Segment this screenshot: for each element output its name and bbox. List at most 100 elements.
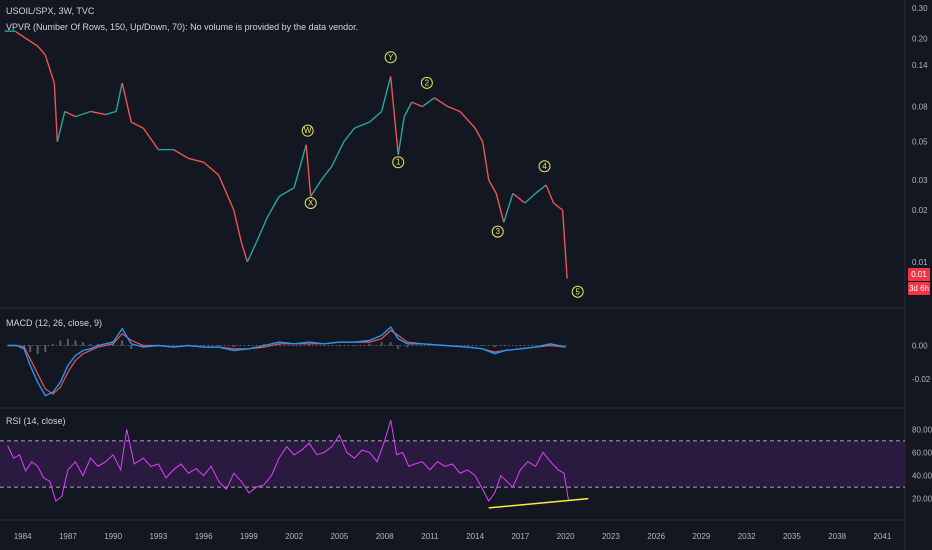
wave-label: 2 [420, 76, 433, 89]
macd-histogram-bar [23, 345, 26, 348]
rsi-tick-label: 80.00 [912, 425, 932, 434]
wave-label-circle [384, 51, 397, 64]
time-tick-label: 1999 [240, 532, 258, 541]
macd-histogram-bar [97, 343, 100, 346]
macd-line [7, 326, 566, 397]
time-axis[interactable]: 1984 1987 1990 1993 1996 1999 2002 2005 2008 2011… [14, 532, 892, 541]
macd-histogram-bar [36, 345, 39, 354]
time-tick-label: 2005 [330, 532, 348, 541]
wave-label-circle [304, 197, 317, 210]
rsi-trendline[interactable] [488, 497, 589, 509]
time-tick-label: 2032 [738, 532, 756, 541]
price-tick-label: 0.30 [912, 4, 928, 13]
price-segment [380, 76, 392, 112]
macd-series [6, 326, 567, 397]
wave-label-text: W [304, 126, 312, 135]
price-segment [75, 110, 91, 118]
macd-histogram-bar [353, 345, 356, 346]
time-tick-label: 2038 [828, 532, 846, 541]
price-segment [434, 97, 449, 108]
price-segment [278, 187, 295, 198]
price-tick-label: 0.08 [912, 103, 928, 112]
macd-histogram-bar [74, 340, 77, 346]
price-segment [173, 148, 189, 160]
macd-histogram-bar [368, 343, 371, 346]
macd-histogram-bar [293, 345, 296, 346]
price-segment [64, 110, 76, 118]
macd-histogram-bar [519, 345, 522, 346]
price-segment [369, 110, 383, 123]
time-tick-label: 1993 [149, 532, 167, 541]
macd-histogram-bar [389, 342, 392, 346]
price-segment [25, 37, 39, 47]
price-series [4, 30, 568, 279]
wave-label-circle [491, 225, 504, 238]
macd-tick-label: -0.02 [912, 375, 931, 384]
bar-countdown: 3d 6h [909, 284, 929, 293]
macd-histogram-bar [338, 345, 341, 346]
price-segment [53, 82, 59, 142]
macd-histogram-bar [247, 345, 250, 346]
macd-histogram-bar [549, 343, 552, 346]
macd-histogram-bar [130, 345, 133, 349]
time-tick-label: 2041 [873, 532, 891, 541]
price-segment [246, 241, 258, 263]
macd-histogram-bar [44, 345, 47, 353]
price-segment [535, 184, 547, 195]
time-tick-label: 1984 [14, 532, 32, 541]
rsi-axis[interactable]: 80.00 60.00 40.00 20.00 [912, 425, 932, 503]
macd-histogram-bar [172, 345, 175, 346]
vpvr-legend[interactable]: VPVR (Number Of Rows, 150, Up/Down, 70):… [6, 22, 358, 32]
wave-label-text: 4 [542, 162, 547, 171]
macd-histogram-bar [121, 340, 124, 346]
price-segment [561, 210, 568, 279]
wave-label: 3 [491, 225, 504, 238]
price-segment [14, 30, 27, 39]
price-segment [459, 111, 476, 129]
macd-histogram-bar [29, 345, 32, 353]
countdown-badge [908, 282, 930, 295]
macd-histogram-bar [397, 345, 400, 349]
macd-histogram-bar [278, 343, 281, 346]
price-axis[interactable]: 0.30 0.20 0.14 0.08 0.05 0.03 0.02 0.01 [912, 4, 928, 267]
macd-tick-label: 0.00 [912, 341, 928, 350]
macd-histogram-bar [504, 345, 507, 346]
price-segment [37, 45, 46, 56]
price-segment [481, 141, 490, 180]
price-tick-label: 0.01 [912, 258, 928, 267]
price-segment [354, 121, 370, 129]
time-tick-label: 2002 [285, 532, 303, 541]
price-tick-label: 0.05 [912, 138, 928, 147]
wave-label-text: 2 [425, 78, 430, 87]
price-segment [447, 106, 461, 113]
wave-label-text: 3 [496, 227, 501, 236]
macd-histogram-bar [466, 345, 469, 346]
time-tick-label: 2026 [647, 532, 665, 541]
macd-histogram-bar [112, 343, 115, 346]
macd-histogram-bar [89, 343, 92, 346]
price-segment [90, 110, 106, 116]
rsi-title[interactable]: RSI (14, close) [6, 416, 66, 426]
price-segment [343, 127, 356, 143]
macd-histogram-bar [308, 343, 311, 346]
time-tick-label: 1990 [104, 532, 122, 541]
macd-axis[interactable]: 0.00 -0.02 [912, 341, 931, 383]
symbol-title[interactable]: USOIL/SPX, 3W, TVC [6, 6, 95, 16]
macd-histogram-bar [493, 345, 496, 348]
time-tick-label: 2023 [602, 532, 620, 541]
price-segment [305, 144, 312, 197]
price-segment [474, 127, 484, 143]
price-segment [255, 217, 268, 243]
macd-histogram-bar [406, 345, 409, 348]
price-segment [105, 110, 117, 116]
macd-histogram-bar [564, 345, 567, 346]
macd-histogram-bar [66, 338, 69, 346]
macd-title[interactable]: MACD (12, 26, close, 9) [6, 318, 102, 328]
time-tick-label: 2029 [692, 532, 710, 541]
price-tick-label: 0.03 [912, 176, 928, 185]
time-tick-label: 1987 [59, 532, 77, 541]
macd-histogram-bar [534, 345, 537, 346]
wave-label-text: Y [388, 53, 394, 62]
price-segment [188, 157, 204, 163]
macd-histogram-bar [81, 342, 84, 346]
